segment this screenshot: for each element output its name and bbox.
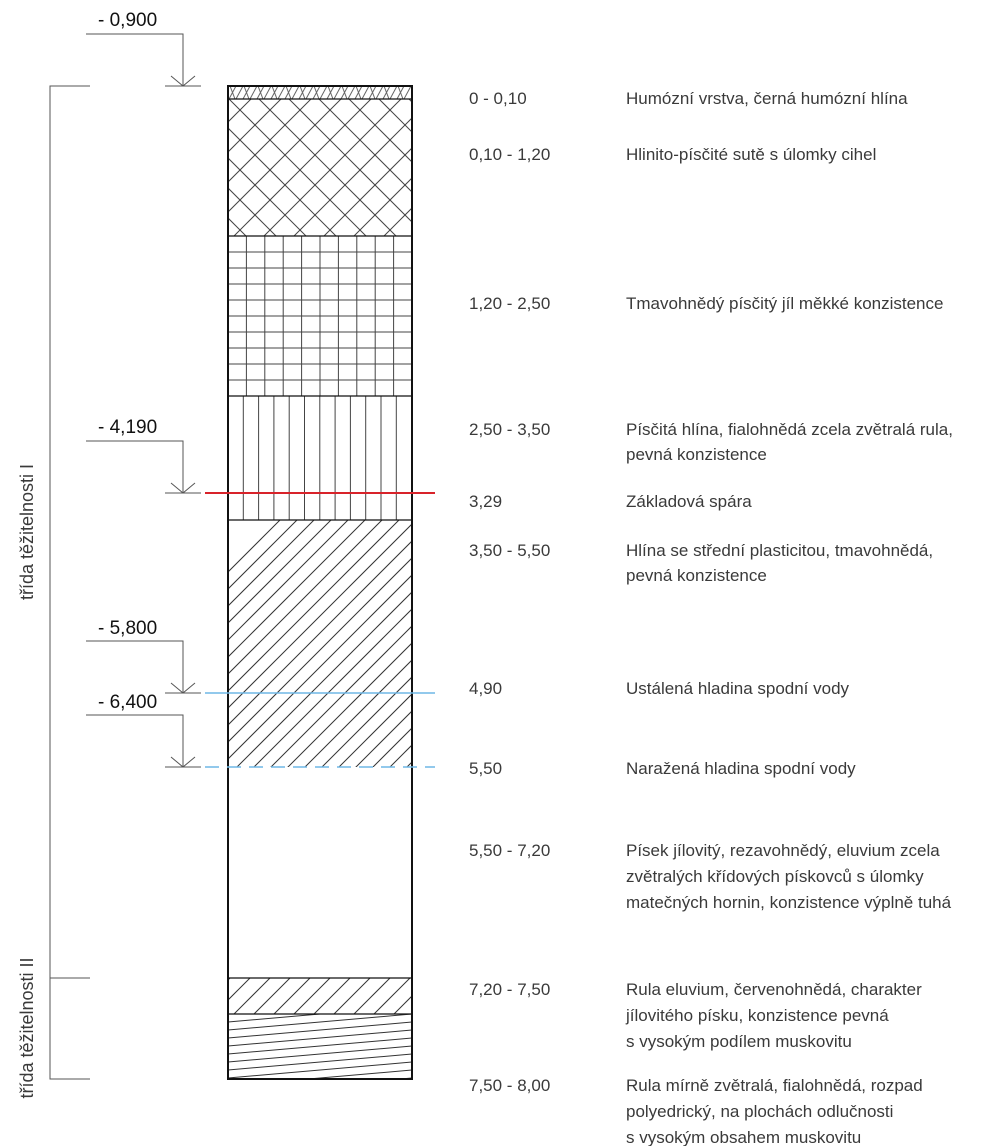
layer-depth: 0 - 0,10	[469, 89, 527, 108]
marker-depth: 4,90	[469, 679, 502, 698]
layer-description: s vysokým obsahem muskovitu	[626, 1128, 861, 1146]
layer-description: pevná konzistence	[626, 566, 767, 585]
excavation-class-2-label: třída těžitelnosti II	[17, 957, 37, 1098]
layer-rubble-fill	[228, 99, 412, 236]
layer-descriptions: 0 - 0,10 Humózní vrstva, černá humózní h…	[469, 89, 953, 1146]
marker-depth: 5,50	[469, 759, 502, 778]
layer-description: Rula mírně zvětralá, fialohnědá, rozpad	[626, 1076, 923, 1095]
marker-description: Základová spára	[626, 492, 752, 511]
layer-description: Hlinito-písčité sutě s úlomky cihel	[626, 145, 876, 164]
elevation-callout-lines	[86, 33, 201, 768]
layer-humus-fill	[228, 86, 412, 99]
layer-description: jílovitého písku, konzistence pevná	[625, 1006, 889, 1025]
elevation-label: - 0,900	[98, 10, 157, 31]
layer-loam-fill	[242, 396, 412, 520]
layer-description: Hlína se střední plasticitou, tmavohnědá…	[626, 541, 933, 560]
layer-description: matečných hornin, konzistence výplně tuh…	[626, 893, 952, 912]
elevation-label: - 4,190	[98, 417, 157, 438]
elevation-label: - 6,400	[98, 692, 157, 713]
layer-depth: 3,50 - 5,50	[469, 541, 550, 560]
layer-description: polyedrický, na plochách odlučnosti	[626, 1102, 893, 1121]
layer-gneiss-eluvium-fill	[228, 978, 412, 1014]
layer-description: Rula eluvium, červenohnědá, charakter	[626, 980, 922, 999]
layer-description: Písčitá hlína, fialohnědá zcela zvětralá…	[626, 420, 953, 439]
marker-description: Ustálená hladina spodní vody	[626, 679, 850, 698]
layer-clay-fill	[228, 236, 412, 396]
layer-depth: 0,10 - 1,20	[469, 145, 550, 164]
layer-depth: 2,50 - 3,50	[469, 420, 550, 439]
layer-depth: 1,20 - 2,50	[469, 294, 550, 313]
elevation-label: - 5,800	[98, 618, 157, 639]
layer-depth: 7,50 - 8,00	[469, 1076, 550, 1095]
layer-description: pevná konzistence	[626, 445, 767, 464]
layer-gneiss-weathered-fill	[228, 1014, 412, 1079]
marker-depth: 3,29	[469, 492, 502, 511]
layer-depth: 5,50 - 7,20	[469, 841, 550, 860]
layer-description: s vysokým podílem muskovitu	[626, 1032, 852, 1051]
excavation-class-1-label: třída těžitelnosti I	[17, 464, 37, 600]
layer-description: Tmavohnědý písčitý jíl měkké konzistence	[626, 294, 943, 313]
marker-description: Naražená hladina spodní vody	[626, 759, 856, 778]
layer-plastic-loam-fill	[228, 520, 412, 767]
layer-depth: 7,20 - 7,50	[469, 980, 550, 999]
marker-labels: 3,29 Základová spára 4,90 Ustálená hladi…	[469, 492, 856, 778]
layer-boundaries	[228, 98, 412, 1015]
layer-description: Humózní vrstva, černá humózní hlína	[626, 89, 908, 108]
layer-description: zvětralých křídových pískovců s úlomky	[626, 867, 924, 886]
layer-description: Písek jílovitý, rezavohnědý, eluvium zce…	[626, 841, 940, 860]
excavation-class-brackets	[49, 85, 90, 1080]
borehole-column	[227, 85, 413, 1080]
